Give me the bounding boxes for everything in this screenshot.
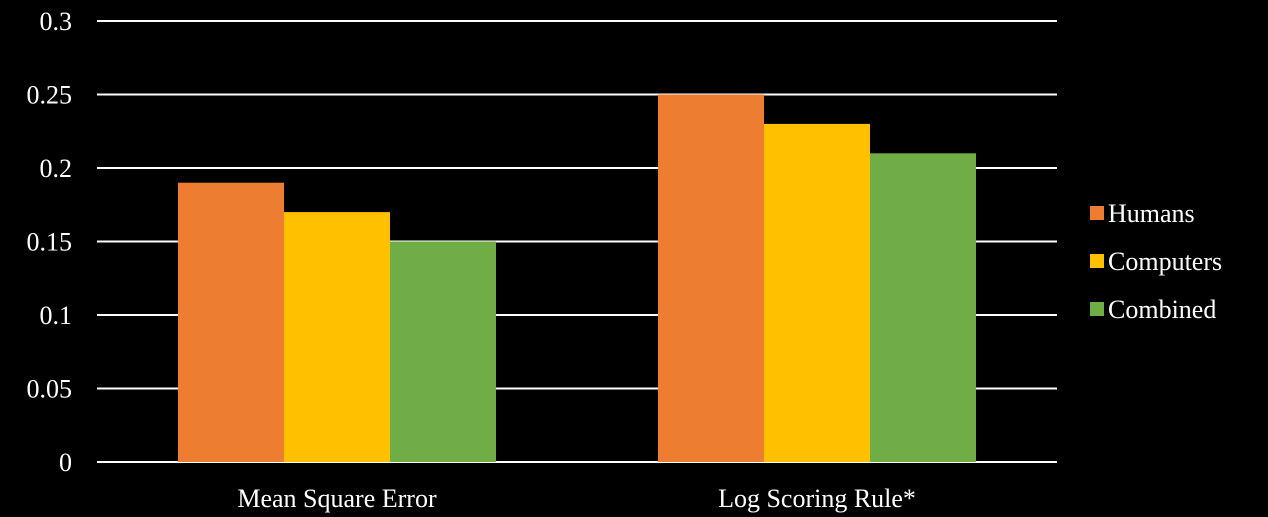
bar-combined-2 (870, 153, 976, 463)
legend: Humans Computers Combined (1090, 199, 1222, 324)
x-category-label: Mean Square Error (237, 484, 437, 513)
y-axis-tick-labels: 0 0.05 0.1 0.15 0.2 0.25 0.3 (27, 7, 73, 477)
y-tick-label: 0.3 (40, 7, 73, 36)
y-tick-label: 0 (59, 448, 72, 477)
x-category-label: Log Scoring Rule* (718, 484, 916, 513)
legend-label-humans: Humans (1108, 199, 1195, 228)
legend-swatch-computers (1090, 254, 1104, 268)
legend-swatch-combined (1090, 302, 1104, 316)
legend-label-computers: Computers (1108, 247, 1222, 276)
y-tick-label: 0.2 (40, 154, 73, 183)
y-tick-label: 0.05 (27, 375, 73, 404)
bar-computers-1 (284, 212, 390, 462)
y-tick-label: 0.25 (27, 81, 73, 110)
bar-humans-2 (658, 94, 764, 462)
bars (178, 94, 976, 463)
bar-computers-2 (764, 123, 870, 463)
bar-humans-1 (178, 182, 284, 462)
bar-combined-1 (390, 241, 496, 462)
x-axis-category-labels: Mean Square Error Log Scoring Rule* (237, 484, 916, 513)
legend-label-combined: Combined (1108, 295, 1216, 324)
y-tick-label: 0.1 (40, 301, 73, 330)
y-tick-label: 0.15 (27, 228, 73, 257)
legend-swatch-humans (1090, 206, 1104, 220)
